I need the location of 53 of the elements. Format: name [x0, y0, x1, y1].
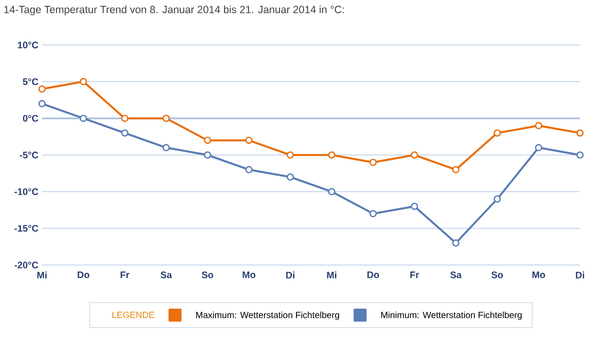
- x-tick-label: So: [202, 272, 214, 278]
- y-tick-label: 10°C: [18, 42, 38, 48]
- point: [204, 151, 212, 159]
- x-tick-label: Do: [78, 272, 90, 278]
- y-tick-label: -5°C: [20, 152, 38, 158]
- point: [204, 136, 212, 144]
- point: [410, 202, 418, 210]
- x-tick-label: So: [491, 272, 503, 278]
- point: [369, 210, 377, 218]
- y-tick-label: 0°C: [22, 114, 38, 122]
- x-tick-label: Sa: [450, 272, 462, 278]
- point: [80, 78, 88, 86]
- point: [245, 136, 253, 144]
- point: [534, 144, 542, 152]
- y-tick-label: -10°C: [14, 188, 38, 196]
- point: [328, 188, 336, 196]
- x-tick-label: Sa: [160, 272, 172, 278]
- point: [494, 195, 501, 203]
- y-tick-label: -20°C: [14, 262, 38, 268]
- x-tick-label: Mi: [37, 272, 47, 278]
- point: [410, 151, 418, 159]
- legend-label: Minimum: Wetterstation Fichtelberg: [381, 312, 522, 320]
- point: [328, 151, 336, 159]
- point: [494, 129, 501, 137]
- point: [245, 166, 253, 174]
- point: [162, 144, 170, 152]
- chart-title: 14-Tage Temperatur Trend von 8. Januar 2014 bis 21. Januar 2014 in °C:: [4, 6, 344, 16]
- point: [80, 114, 88, 122]
- point: [576, 151, 584, 159]
- point: [38, 85, 46, 93]
- x-tick-label: Mi: [327, 272, 336, 278]
- y-tick-label: -15°C: [14, 224, 38, 232]
- legend-label: Maximum: Wetterstation Fichtelberg: [196, 312, 340, 320]
- x-tick-label: Di: [576, 272, 584, 278]
- legend-title: LEGENDE: [112, 312, 154, 318]
- point: [576, 129, 584, 137]
- point: [121, 114, 128, 122]
- point: [162, 114, 170, 122]
- point: [38, 100, 46, 108]
- point: [452, 166, 460, 174]
- point: [286, 151, 294, 159]
- y-tick-label: 5°C: [22, 78, 38, 86]
- point: [534, 122, 542, 130]
- point: [121, 129, 128, 137]
- x-tick-label: Di: [286, 272, 294, 278]
- point: [286, 173, 294, 181]
- x-tick-label: Do: [367, 272, 380, 278]
- x-tick-label: Mo: [242, 272, 256, 278]
- point: [369, 158, 377, 166]
- x-tick-label: Fr: [410, 272, 420, 278]
- point: [452, 239, 460, 247]
- x-tick-label: Mo: [532, 272, 546, 278]
- x-tick-label: Fr: [120, 272, 130, 278]
